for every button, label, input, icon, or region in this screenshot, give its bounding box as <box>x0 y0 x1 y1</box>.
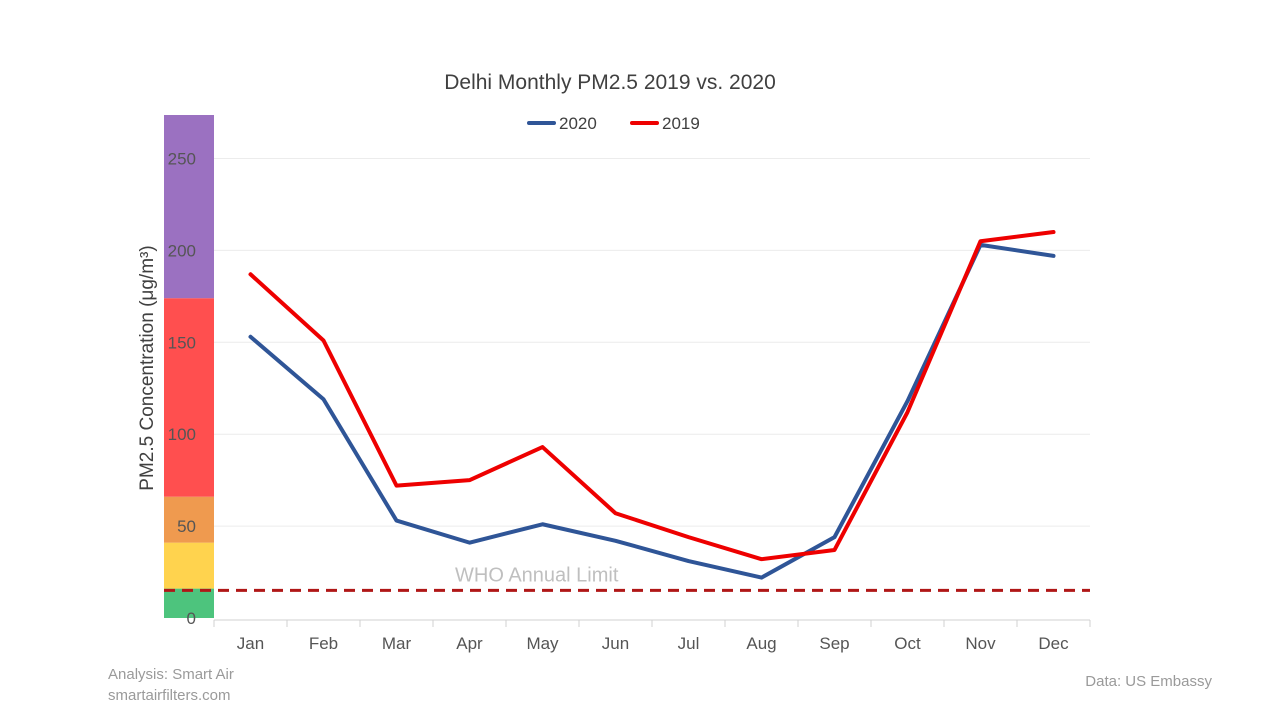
y-tick-50: 50 <box>177 517 196 536</box>
x-tick-mar: Mar <box>382 634 412 653</box>
aqi-band-0 <box>164 588 214 618</box>
data-source: Data: US Embassy <box>1085 673 1212 690</box>
chart-title: Delhi Monthly PM2.5 2019 vs. 2020 <box>444 71 776 94</box>
y-tick-0: 0 <box>187 609 196 628</box>
y-tick-100: 100 <box>168 425 196 444</box>
y-tick-250: 250 <box>168 150 196 169</box>
analysis-credit: Analysis: Smart Air <box>108 666 234 683</box>
aqi-band-1 <box>164 542 214 589</box>
x-tick-oct: Oct <box>894 634 921 653</box>
x-tick-aug: Aug <box>746 634 776 653</box>
x-axis: Jan Feb Mar Apr May Jun Jul Aug Sep Oct Nov Dec <box>213 619 1091 653</box>
x-tick-jan: Jan <box>237 634 264 653</box>
series-line-2019 <box>248 230 1056 562</box>
x-tick-jun: Jun <box>602 634 629 653</box>
gridlines <box>214 158 1090 527</box>
who-limit-label: WHO Annual Limit <box>455 564 619 586</box>
aqi-band-3 <box>164 298 214 497</box>
y-tick-labels: 0 50 100 150 200 250 <box>168 150 196 629</box>
aqi-band-2 <box>164 496 214 543</box>
x-tick-jul: Jul <box>678 634 700 653</box>
x-tick-apr: Apr <box>456 634 483 653</box>
aqi-color-bands <box>164 115 214 618</box>
legend: 2020 2019 <box>527 114 700 133</box>
footer-credit: Analysis: Smart Air smartairfilters.com <box>108 664 234 706</box>
series-lines <box>248 230 1056 580</box>
y-tick-150: 150 <box>168 333 196 352</box>
y-axis-label: PM2.5 Concentration (μg/m³) <box>137 245 158 490</box>
who-limit-group: WHO Annual Limit <box>164 564 1090 592</box>
x-tick-dec: Dec <box>1038 634 1069 653</box>
x-tick-nov: Nov <box>965 634 996 653</box>
legend-label-2020: 2020 <box>559 114 597 133</box>
y-tick-200: 200 <box>168 241 196 260</box>
x-tick-may: May <box>526 634 559 653</box>
x-tick-sep: Sep <box>819 634 849 653</box>
series-line-2020 <box>248 242 1056 580</box>
x-tick-feb: Feb <box>309 634 338 653</box>
legend-label-2019: 2019 <box>662 114 700 133</box>
aqi-band-4 <box>164 115 214 299</box>
website-link[interactable]: smartairfilters.com <box>108 687 231 704</box>
